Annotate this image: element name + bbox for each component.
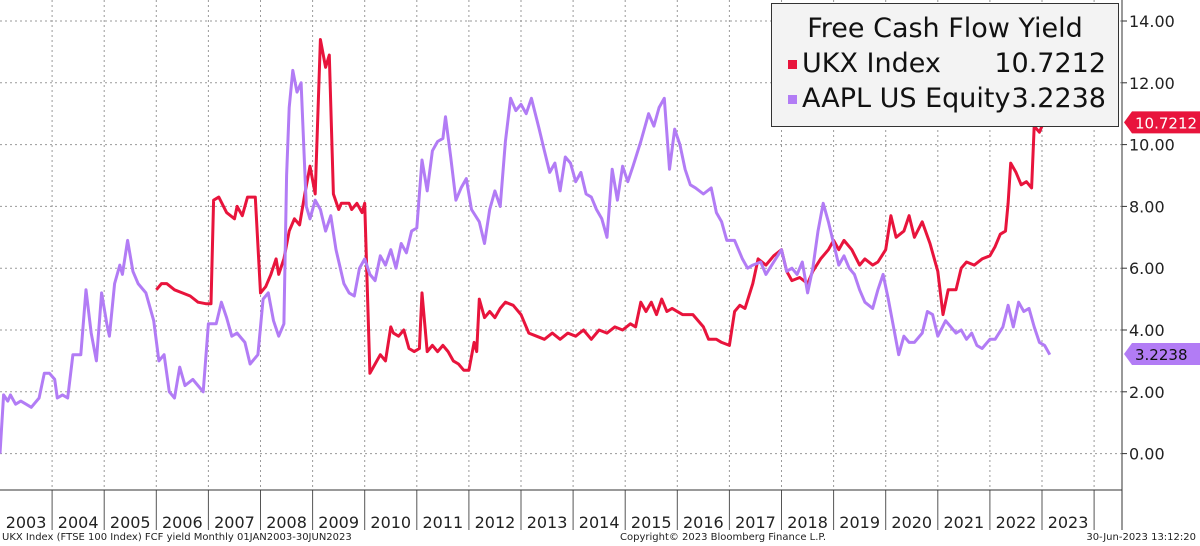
- x-tick-label: 2007: [214, 513, 255, 532]
- legend-value-ukx: 10.7212: [994, 48, 1106, 79]
- legend-swatch-ukx: [788, 60, 797, 69]
- x-tick-label: 2004: [58, 513, 99, 532]
- y-tick-label: 4.00: [1129, 321, 1165, 340]
- y-tick-label: 14.00: [1129, 12, 1175, 31]
- series-line-aapl: [0, 70, 1050, 453]
- y-tick-label: 0.00: [1129, 445, 1165, 464]
- legend-swatch-aapl: [788, 95, 797, 104]
- chart-title: Free Cash Flow Yield: [772, 13, 1118, 44]
- footer-source: UKX Index (FTSE 100 Index) FCF yield Mon…: [2, 532, 352, 543]
- last-value-label-ukx: 10.7212: [1135, 114, 1197, 132]
- legend-label-ukx: UKX Index: [802, 48, 941, 79]
- x-tick-label: 2016: [683, 513, 724, 532]
- footer-copyright: Copyright© 2023 Bloomberg Finance L.P.: [620, 532, 826, 543]
- x-tick-label: 2010: [370, 513, 411, 532]
- x-tick-label: 2023: [1048, 513, 1089, 532]
- x-tick-label: 2009: [318, 513, 359, 532]
- x-tick-label: 2011: [422, 513, 463, 532]
- x-tick-label: 2019: [839, 513, 880, 532]
- x-tick-label: 2006: [162, 513, 203, 532]
- last-value-label-aapl: 3.2238: [1135, 346, 1188, 364]
- x-tick-label: 2003: [6, 513, 47, 532]
- x-tick-label: 2013: [527, 513, 568, 532]
- chart-legend: Free Cash Flow Yield UKX Index 10.7212 A…: [771, 3, 1119, 127]
- y-tick-label: 2.00: [1129, 383, 1165, 402]
- x-tick-label: 2020: [891, 513, 932, 532]
- legend-entry-ukx: UKX Index 10.7212: [784, 48, 1108, 80]
- x-tick-label: 2012: [475, 513, 516, 532]
- x-tick-label: 2017: [735, 513, 776, 532]
- x-tick-label: 2005: [110, 513, 151, 532]
- y-tick-label: 8.00: [1129, 197, 1165, 216]
- x-tick-label: 2022: [996, 513, 1037, 532]
- x-tick-label: 2018: [787, 513, 828, 532]
- x-tick-label: 2014: [579, 513, 620, 532]
- y-tick-label: 12.00: [1129, 74, 1175, 93]
- y-tick-label: 6.00: [1129, 259, 1165, 278]
- legend-label-aapl: AAPL US Equity: [802, 83, 1010, 114]
- x-tick-label: 2008: [266, 513, 307, 532]
- footer-timestamp: 30-Jun-2023 13:12:20: [1086, 532, 1196, 543]
- y-tick-label: 10.00: [1129, 136, 1175, 155]
- x-tick-label: 2021: [943, 513, 984, 532]
- x-tick-label: 2015: [631, 513, 672, 532]
- legend-entry-aapl: AAPL US Equity 3.2238: [784, 83, 1108, 115]
- legend-value-aapl: 3.2238: [1012, 83, 1106, 114]
